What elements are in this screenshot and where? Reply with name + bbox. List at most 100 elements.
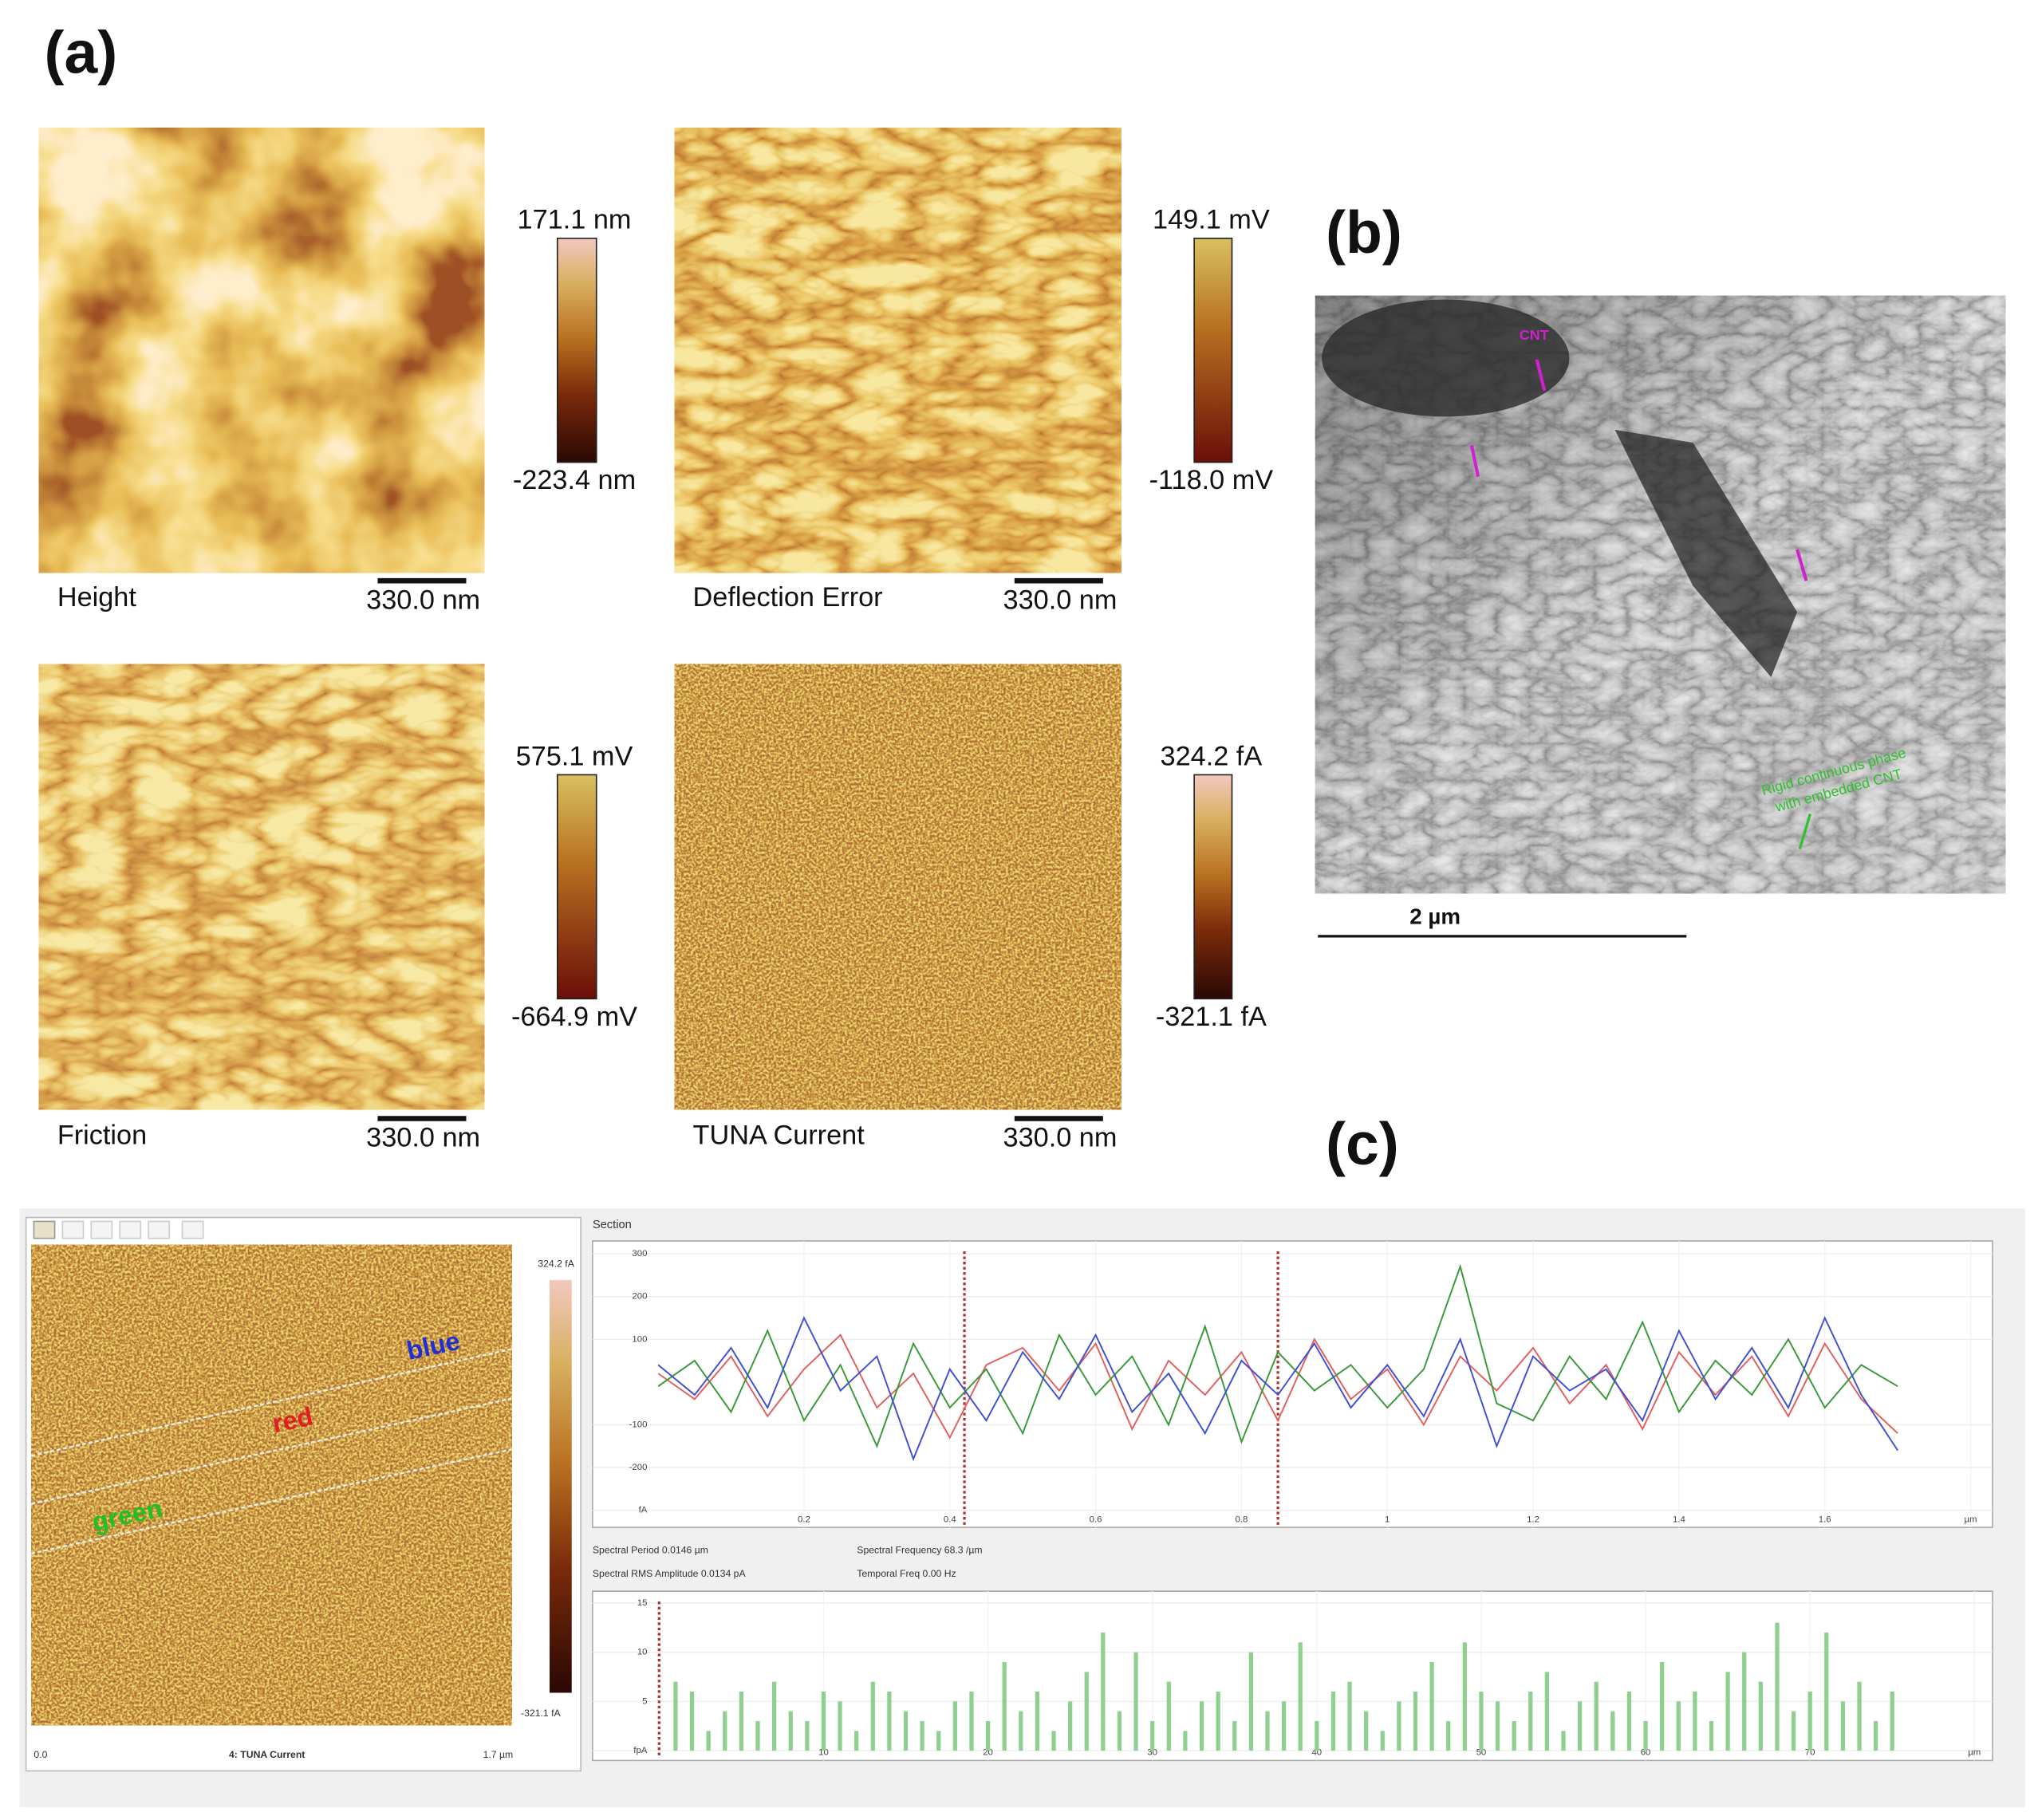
colorbar-max: 149.1 mV	[1153, 205, 1270, 235]
bar	[1315, 1721, 1319, 1751]
bar	[1117, 1711, 1122, 1751]
deflection-map	[674, 128, 1122, 573]
axis-start: 0.0	[34, 1749, 47, 1760]
y-tick-label: -100	[629, 1420, 648, 1429]
bar	[936, 1731, 941, 1751]
bar	[1035, 1691, 1040, 1751]
tuna-map	[31, 1244, 512, 1726]
map-name: Deflection Error	[693, 582, 883, 613]
y-tick-label: -200	[629, 1463, 648, 1472]
x-tick-label: µm	[1964, 1515, 1977, 1524]
x-tick-label: 50	[1476, 1748, 1487, 1758]
bar	[1248, 1652, 1253, 1751]
x-tick-label: 0.2	[798, 1515, 810, 1524]
x-tick-label: µm	[1968, 1748, 1981, 1758]
colorbar-max: 171.1 nm	[518, 205, 632, 235]
bar	[1133, 1652, 1138, 1751]
map-name: TUNA Current	[693, 1120, 865, 1150]
bar	[1380, 1731, 1385, 1751]
sem-annotation: CNT	[1520, 327, 1549, 343]
bar	[1019, 1711, 1023, 1751]
x-tick-label: 0.4	[944, 1515, 957, 1524]
arrow	[1469, 444, 1480, 477]
bar	[1150, 1721, 1155, 1751]
colorbar	[1193, 774, 1233, 1000]
x-tick-label: 1	[1385, 1515, 1390, 1524]
bar	[821, 1691, 826, 1751]
series-line	[657, 1263, 1898, 1448]
bar	[1413, 1691, 1418, 1751]
bar	[887, 1691, 892, 1751]
bar	[1330, 1691, 1336, 1751]
bar	[706, 1731, 711, 1751]
height-map	[38, 128, 485, 573]
bar	[788, 1711, 793, 1751]
panel-label: (c)	[1326, 1110, 1399, 1177]
bar	[1199, 1701, 1204, 1751]
sem-cavity	[1322, 299, 1570, 417]
tool-button[interactable]	[33, 1220, 56, 1239]
colorbar-min: -118.0 mV	[1149, 465, 1274, 495]
series-line	[657, 1315, 1898, 1462]
tool-button[interactable]	[181, 1220, 204, 1239]
bar	[1840, 1701, 1846, 1751]
bar	[1561, 1731, 1566, 1751]
y-tick-label: fA	[639, 1506, 648, 1515]
map-name: Friction	[57, 1120, 147, 1150]
bar	[1890, 1691, 1894, 1751]
y-tick-label: fpA	[633, 1746, 648, 1755]
bar	[1709, 1721, 1714, 1751]
arrow	[1535, 359, 1547, 392]
bar	[969, 1691, 974, 1751]
bar	[1626, 1691, 1632, 1751]
bar	[689, 1691, 695, 1751]
bar	[1364, 1711, 1369, 1751]
bar	[1594, 1681, 1599, 1751]
bar	[920, 1721, 924, 1751]
plot-area	[592, 1240, 1993, 1528]
axis-end: 1.7 µm	[483, 1749, 514, 1760]
scale-label: 330.0 nm	[1003, 585, 1118, 615]
tool-button[interactable]	[148, 1220, 171, 1239]
x-tick-label: 60	[1641, 1748, 1651, 1758]
colorbar	[1193, 237, 1233, 463]
colorbar	[549, 1279, 572, 1693]
bar	[838, 1701, 842, 1751]
bar	[723, 1711, 727, 1751]
sem-crack	[1614, 429, 1798, 678]
bar	[1101, 1632, 1106, 1751]
arrow	[1798, 813, 1811, 849]
colorbar-min: -321.1 fA	[1156, 1002, 1267, 1032]
panel-label: (a)	[45, 19, 118, 86]
bar	[1660, 1661, 1665, 1751]
bar	[1265, 1711, 1270, 1751]
bar	[1528, 1691, 1533, 1751]
tool-button[interactable]	[90, 1220, 113, 1239]
bar	[1676, 1701, 1681, 1751]
bar	[1479, 1691, 1484, 1751]
bar	[1216, 1691, 1220, 1751]
series-line	[657, 1333, 1898, 1440]
bar	[1693, 1691, 1697, 1751]
bar	[772, 1681, 777, 1751]
tool-button[interactable]	[119, 1220, 142, 1239]
colorbar-min: -321.1 fA	[521, 1708, 561, 1719]
bar	[952, 1701, 957, 1751]
scale-label: 330.0 nm	[1003, 1123, 1118, 1153]
spectral-info: Spectral RMS Amplitude 0.0134 pA	[593, 1568, 747, 1579]
x-tick-label: 1.6	[1819, 1515, 1831, 1524]
colorbar-min: -664.9 mV	[511, 1002, 637, 1032]
colorbar	[556, 774, 597, 1000]
profile-line	[30, 1348, 512, 1457]
tool-button[interactable]	[61, 1220, 85, 1239]
bar	[1232, 1721, 1237, 1751]
view-title: 4: TUNA Current	[229, 1749, 305, 1760]
bar	[1610, 1711, 1615, 1751]
bar	[1051, 1731, 1056, 1751]
bar	[1068, 1701, 1073, 1751]
x-tick-label: 30	[1147, 1748, 1157, 1758]
bar	[805, 1721, 810, 1751]
x-tick-label: 0.6	[1090, 1515, 1102, 1524]
toolbar	[33, 1220, 204, 1239]
